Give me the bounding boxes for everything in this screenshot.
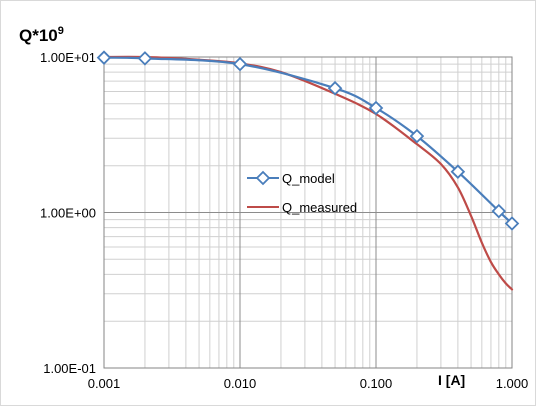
data-point-q-model <box>491 203 507 219</box>
plot-border <box>103 56 513 369</box>
y-axis-title: Q*109 <box>19 25 64 45</box>
data-point-q-model <box>137 51 153 66</box>
legend-label-q-measured: Q_measured <box>282 200 357 215</box>
legend-marker-q-model <box>255 170 271 186</box>
data-point-q-model <box>450 164 466 179</box>
y-axis-title-exponent: 9 <box>58 25 64 37</box>
legend-item-q-measured: Q_measured <box>247 200 357 215</box>
legend-item-q-model: Q_model <box>247 170 335 186</box>
x-tick-labels: 0.001 0.010 0.100 1.000 <box>88 376 529 391</box>
x-tick-label: 0.001 <box>88 376 121 391</box>
data-point-q-model <box>327 80 343 96</box>
series-layer <box>96 50 520 291</box>
series-line-q-model <box>102 56 514 225</box>
y-tick-label: 1.00E-01 <box>43 361 96 376</box>
data-point-q-model <box>232 56 248 72</box>
data-point-q-model <box>368 100 384 116</box>
y-tick-labels: 1.00E+01 1.00E+00 1.00E-01 <box>40 50 96 376</box>
data-point-q-model <box>504 216 520 231</box>
legend-label-q-model: Q_model <box>282 171 335 186</box>
x-axis-title: I [A] <box>438 372 465 388</box>
legend: Q_model Q_measured <box>247 170 357 215</box>
y-tick-label: 1.00E+01 <box>40 50 96 65</box>
x-tick-label: 1.000 <box>496 376 529 391</box>
y-tick-label: 1.00E+00 <box>40 206 96 221</box>
data-point-q-model <box>96 50 112 65</box>
x-tick-label: 0.010 <box>224 376 257 391</box>
grid-minor-y <box>104 63 512 322</box>
x-tick-label: 0.100 <box>360 376 393 391</box>
y-axis-title-base: Q*10 <box>19 26 58 45</box>
data-point-q-model <box>409 128 425 144</box>
